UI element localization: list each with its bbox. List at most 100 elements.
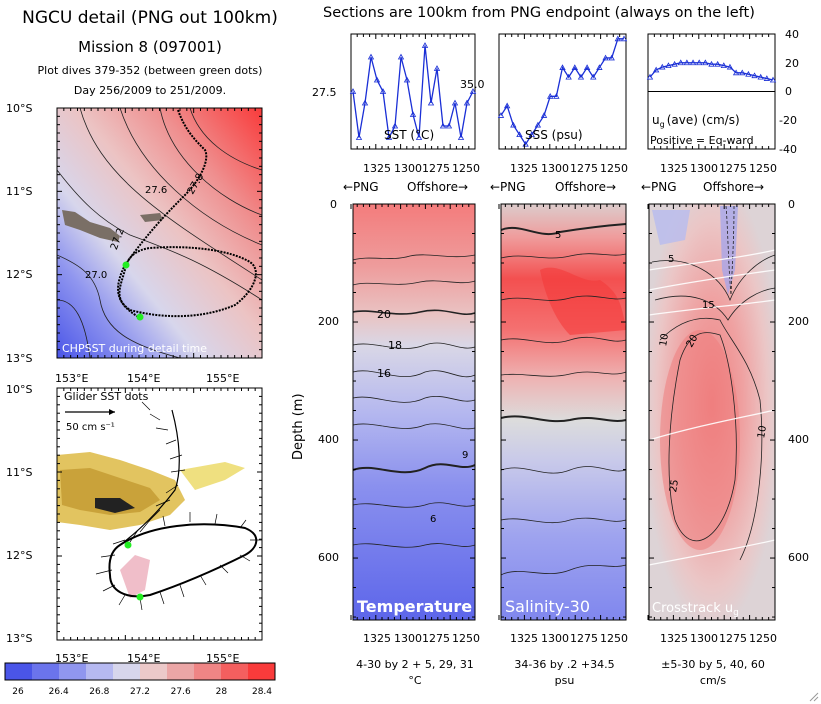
svg-text:1250: 1250 bbox=[452, 162, 480, 175]
sss-point bbox=[577, 73, 585, 80]
sst-point bbox=[391, 122, 399, 129]
svg-text:1275: 1275 bbox=[422, 632, 450, 645]
ug-point bbox=[714, 60, 721, 67]
sss-point bbox=[602, 54, 609, 61]
depth-axis-label: Depth (m) bbox=[291, 393, 306, 460]
sss-point bbox=[510, 121, 517, 128]
colorbar-swatch bbox=[59, 663, 87, 680]
legend-title: Glider SST dots bbox=[64, 390, 149, 403]
panel-sst: 27.5 SST (°C) bbox=[312, 33, 477, 150]
svg-text:1250: 1250 bbox=[749, 162, 777, 175]
ug-point bbox=[696, 59, 703, 66]
temp-contour-label: 6 bbox=[430, 514, 436, 525]
ug-point bbox=[652, 66, 660, 73]
ug-point bbox=[732, 69, 740, 76]
direction-labels: ←PNG Offshore→ ←PNG Offshore→ ←PNG Offsh… bbox=[343, 180, 764, 194]
sst-point bbox=[373, 76, 381, 83]
ug-point bbox=[726, 63, 734, 70]
mission-label: Mission 8 (097001) bbox=[78, 38, 222, 56]
sss-point bbox=[540, 112, 548, 118]
glider-track bbox=[119, 409, 180, 546]
ug-point bbox=[683, 59, 691, 66]
sst-point bbox=[463, 99, 471, 106]
scale-arrow-head bbox=[109, 409, 115, 415]
ug-point bbox=[769, 76, 777, 83]
sst-point bbox=[421, 42, 429, 48]
sst-point bbox=[355, 134, 363, 140]
track-band bbox=[120, 555, 150, 598]
contour-line bbox=[119, 108, 262, 246]
velocity-arrows bbox=[95, 401, 262, 611]
map-bottom-lat-label: 12°S bbox=[6, 549, 32, 562]
ug-point bbox=[665, 62, 672, 69]
svg-text:1300: 1300 bbox=[690, 162, 718, 175]
map-top: 27.6 27.8 27.2 27.0 CHPSST during detail… bbox=[56, 107, 263, 359]
resize-grip-icon[interactable] bbox=[807, 690, 819, 702]
ug-axis-label: -40 bbox=[779, 143, 797, 156]
svg-text:1300: 1300 bbox=[541, 162, 569, 175]
sss-point bbox=[503, 102, 511, 109]
end-dot-green bbox=[136, 313, 144, 321]
ug-point bbox=[763, 75, 771, 81]
svg-text:200: 200 bbox=[318, 315, 339, 328]
dives-label: Plot dives 379-352 (between green dots) bbox=[37, 64, 263, 77]
salinity-label: Salinity-30 bbox=[505, 597, 590, 616]
cross-contour-label: 15 bbox=[702, 300, 715, 311]
glider-track bbox=[117, 109, 257, 318]
temp-contour-label: 20 bbox=[377, 308, 391, 321]
sss-point bbox=[614, 35, 622, 42]
svg-text:1250: 1250 bbox=[600, 632, 628, 645]
panel-sss: 35.0 SSS (psu) bbox=[460, 33, 628, 150]
sections-title: Sections are 100km from PNG endpoint (al… bbox=[323, 5, 755, 21]
cross-contour-label: 10 bbox=[658, 333, 671, 347]
ug-axis-label: 20 bbox=[785, 57, 799, 70]
sal-contour-label: 5 bbox=[555, 230, 561, 241]
ug-point bbox=[739, 69, 746, 76]
sst-series-line bbox=[352, 45, 474, 140]
map-top-lon-label: 155°E bbox=[206, 372, 239, 385]
colorbar-tick-label: 28 bbox=[216, 687, 228, 697]
ug-point bbox=[720, 62, 727, 69]
cross-contour-label: 10 bbox=[756, 425, 769, 439]
ug-panel-note: Positive = Eq-ward bbox=[650, 134, 754, 147]
sss-ytick-label: 35.0 bbox=[460, 78, 485, 91]
colorbar-swatch bbox=[221, 663, 249, 680]
svg-text:←PNG: ←PNG bbox=[641, 180, 677, 194]
cross-contour-label: 5 bbox=[668, 254, 674, 265]
svg-text:1300: 1300 bbox=[690, 632, 718, 645]
alt-field bbox=[60, 468, 160, 515]
depth-tick-labels: 0 200 400 600 0 200 400 600 bbox=[318, 198, 809, 564]
map-bottom-lat-label: 13°S bbox=[6, 632, 32, 645]
days-label: Day 256/2009 to 251/2009. bbox=[73, 84, 227, 97]
map-top-lat-label: 13°S bbox=[6, 352, 32, 365]
panel-ug: ug (ave) (cm/s) Positive = Eq-ward 40 20 … bbox=[646, 28, 799, 156]
sst-point bbox=[349, 88, 357, 94]
contour-label: 27.0 bbox=[85, 270, 107, 281]
colorbar-tick-label: 26.4 bbox=[49, 687, 69, 697]
alt-field-core bbox=[95, 498, 135, 513]
map-bottom-lon-label: 154°E bbox=[127, 652, 160, 665]
temp-contour-label: 16 bbox=[377, 367, 391, 380]
svg-text:1300: 1300 bbox=[394, 162, 422, 175]
sst-point bbox=[403, 76, 411, 83]
colorbar-swatch bbox=[140, 663, 168, 680]
sss-point bbox=[620, 35, 628, 42]
map-bottom-lon-label: 153°E bbox=[55, 652, 88, 665]
colorbar-swatch bbox=[32, 663, 60, 680]
colorbar-tick-label: 26 bbox=[12, 687, 24, 697]
ug-point bbox=[702, 59, 709, 66]
ug-point bbox=[659, 63, 666, 70]
map-bottom-lon-label: 155°E bbox=[206, 652, 239, 665]
sss-point bbox=[590, 73, 597, 80]
start-dot-green bbox=[124, 541, 132, 549]
sss-point bbox=[528, 131, 535, 138]
cross-contour-label: 25 bbox=[668, 479, 681, 493]
svg-text:400: 400 bbox=[318, 433, 339, 446]
sss-point bbox=[534, 121, 542, 128]
sst-point bbox=[415, 134, 423, 140]
svg-text:1275: 1275 bbox=[570, 162, 598, 175]
contour-line bbox=[159, 108, 262, 216]
sst-point bbox=[445, 122, 453, 129]
sst-point bbox=[469, 88, 477, 94]
